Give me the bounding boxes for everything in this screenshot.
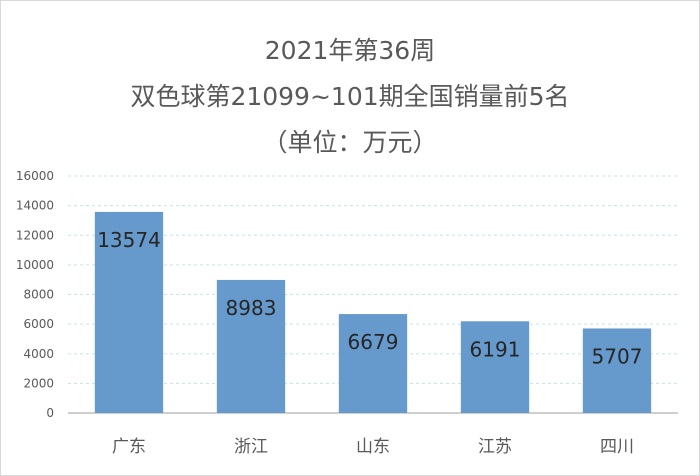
x-tick-label: 广东 [112, 437, 146, 457]
data-label: 5707 [592, 344, 643, 368]
y-tick-label: 2000 [23, 376, 54, 390]
y-tick-label: 14000 [16, 199, 54, 213]
y-tick-label: 16000 [16, 169, 54, 183]
bar-四川 [582, 328, 652, 413]
data-label: 8983 [226, 296, 277, 320]
y-tick-label: 4000 [23, 347, 54, 361]
x-tick-label: 浙江 [234, 437, 268, 457]
x-tick-label: 江苏 [478, 437, 512, 457]
y-tick-label: 12000 [16, 228, 54, 242]
y-tick-label: 8000 [23, 288, 54, 302]
bar-江苏 [460, 321, 530, 413]
y-tick-label: 6000 [23, 317, 54, 331]
data-label: 6191 [470, 337, 521, 361]
y-tick-label: 10000 [16, 258, 54, 272]
bar-浙江 [216, 279, 286, 413]
x-tick-label: 四川 [600, 437, 634, 457]
data-label: 13574 [97, 228, 161, 252]
bar-山东 [338, 314, 408, 413]
chart-title-line-2: 双色球第21099~101期全国销量前5名 [130, 82, 570, 111]
x-tick-label: 山东 [356, 437, 390, 457]
data-label: 6679 [348, 330, 399, 354]
chart-title-unit: （单位：万元） [262, 128, 438, 157]
bar-广东 [94, 211, 164, 413]
chart-title-line-1: 2021年第36周 [264, 36, 436, 65]
y-tick-label: 0 [46, 406, 54, 420]
